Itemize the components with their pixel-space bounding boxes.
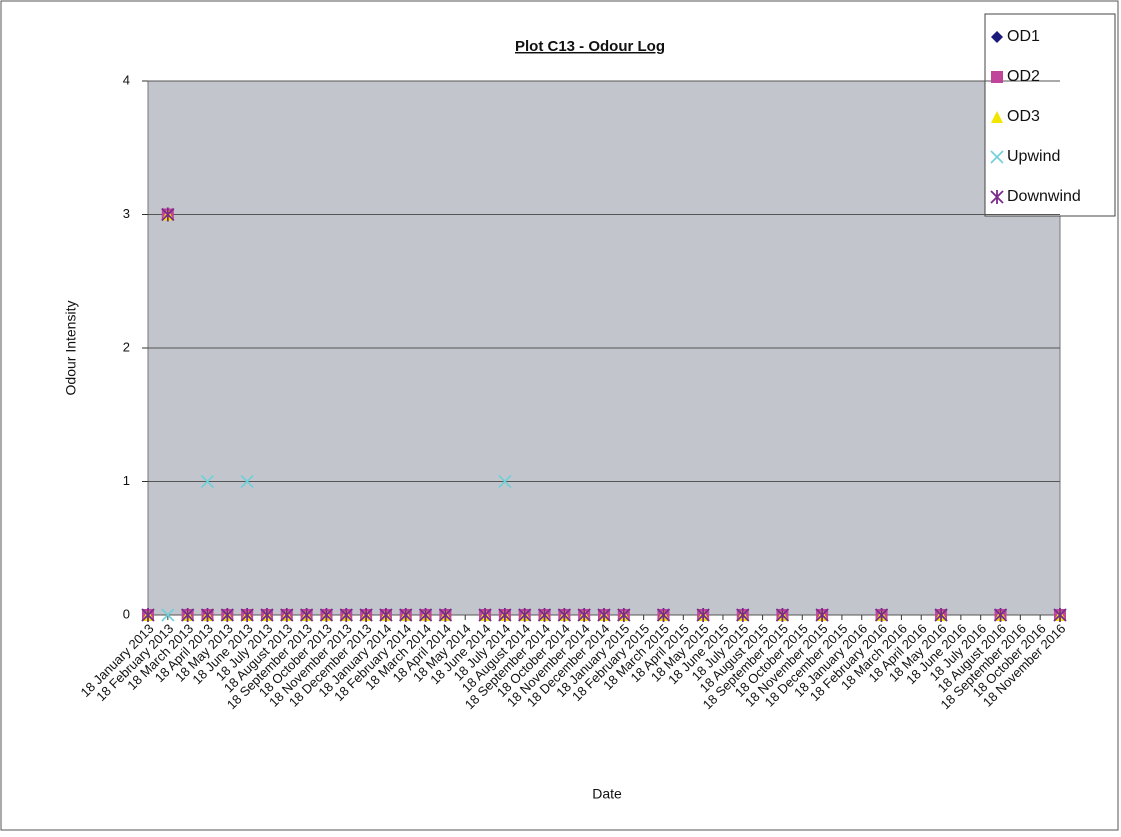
data-point <box>498 608 512 622</box>
data-point <box>141 608 155 622</box>
data-point <box>379 608 393 622</box>
data-point <box>1053 608 1067 622</box>
data-point <box>359 608 373 622</box>
data-point <box>399 608 413 622</box>
data-point <box>200 608 215 622</box>
data-point <box>438 608 453 622</box>
data-point <box>240 608 254 622</box>
data-point <box>240 474 254 489</box>
data-point <box>498 474 512 489</box>
y-tick-label: 0 <box>123 606 130 621</box>
data-point <box>656 608 671 622</box>
legend-marker <box>991 71 1003 83</box>
data-point <box>617 608 631 622</box>
chart-title: Plot C13 - Odour Log <box>515 38 665 55</box>
y-axis-title: Odour Intensity <box>63 301 79 396</box>
data-point <box>181 608 195 622</box>
data-point <box>280 608 294 622</box>
legend-label: OD1 <box>1007 28 1040 45</box>
legend-label: Downwind <box>1007 188 1081 205</box>
legend <box>984 13 1116 217</box>
data-point <box>161 207 175 222</box>
y-tick-label: 3 <box>123 206 130 221</box>
data-point <box>874 608 889 622</box>
legend-label: OD3 <box>1007 108 1040 125</box>
legend-marker <box>990 190 1004 204</box>
data-point <box>319 608 334 622</box>
legend-label: OD2 <box>1007 68 1040 85</box>
data-point <box>696 608 710 622</box>
y-tick-label: 4 <box>123 72 130 87</box>
data-point <box>260 608 274 622</box>
data-point <box>597 608 611 622</box>
data-point <box>200 474 215 489</box>
data-point <box>220 608 234 622</box>
data-point <box>418 608 433 622</box>
y-tick-label: 2 <box>123 339 130 354</box>
legend-marker <box>991 31 1003 43</box>
data-point <box>339 608 353 622</box>
data-point <box>934 608 948 622</box>
data-point <box>537 608 552 622</box>
data-point <box>478 608 492 622</box>
legend-label: Upwind <box>1007 148 1060 165</box>
data-point <box>993 608 1008 622</box>
data-point <box>299 608 314 622</box>
legend-marker <box>990 150 1004 164</box>
data-point <box>518 608 532 622</box>
data-point <box>815 608 829 622</box>
data-point <box>161 608 175 622</box>
x-axis-title: Date <box>592 786 622 802</box>
data-point <box>775 608 790 622</box>
legend-marker <box>991 111 1003 123</box>
data-point <box>577 608 591 622</box>
data-point <box>557 608 571 622</box>
y-tick-label: 1 <box>123 473 130 488</box>
data-point <box>736 608 750 622</box>
